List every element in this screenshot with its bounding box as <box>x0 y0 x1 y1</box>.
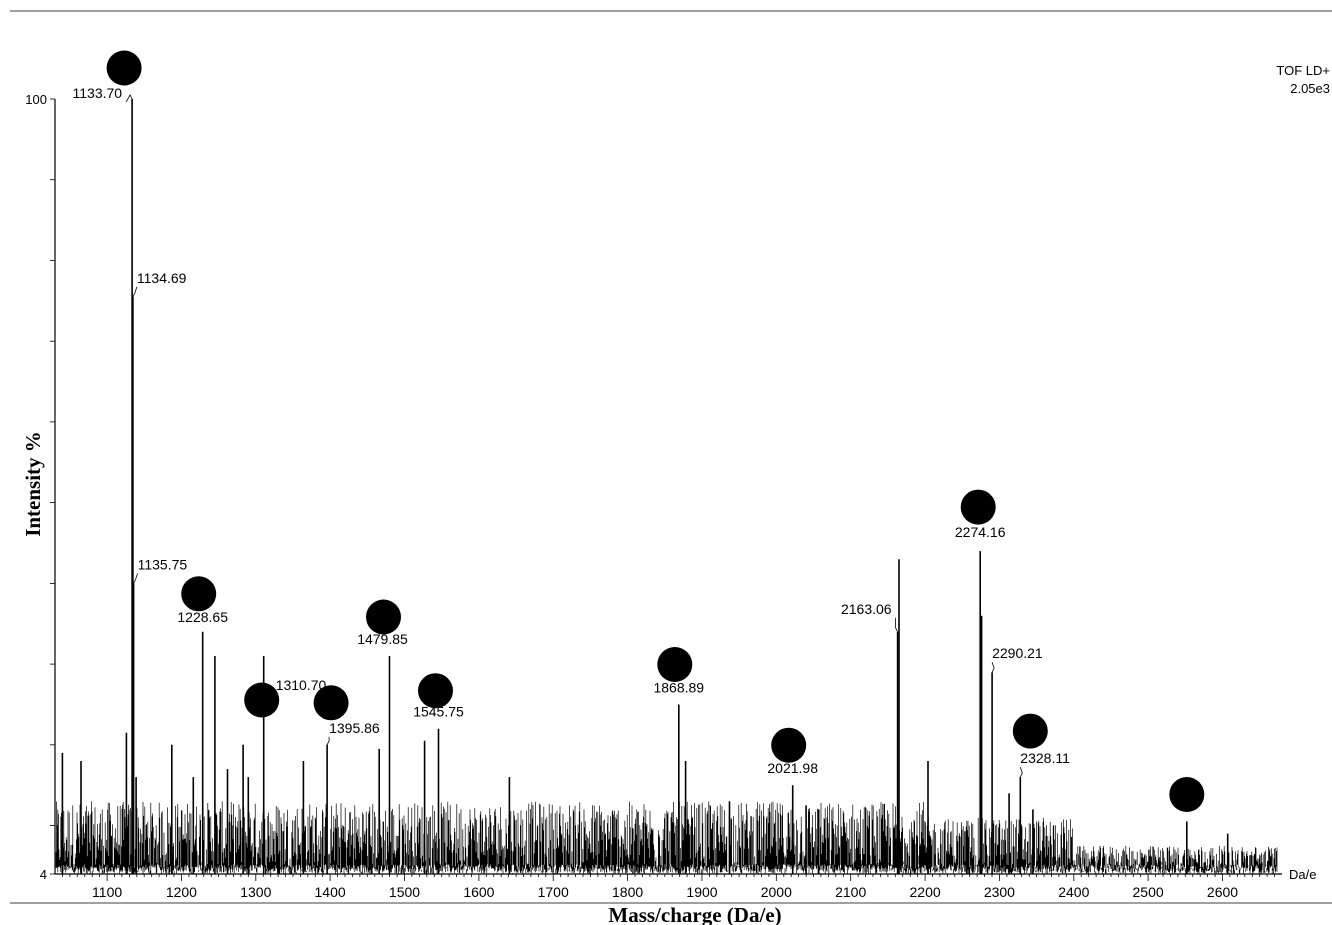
x-unit-label: Da/e <box>1289 867 1316 882</box>
peak-leader-line <box>326 736 330 745</box>
peak-marker-circle <box>771 727 807 763</box>
max-intensity-label: 2.05e3 <box>1290 81 1330 96</box>
peak-marker-circle <box>1012 713 1048 749</box>
x-tick-label: 2200 <box>910 884 941 900</box>
peak-labels: 1133.70 1134.69 1135.75 1228.65 1310.70 1395.… <box>73 85 1070 778</box>
peak-marker-circle <box>1169 777 1205 812</box>
x-tick-label: 1700 <box>538 884 569 900</box>
x-tick-label: 1600 <box>463 884 494 900</box>
x-tick-label: 2500 <box>1133 884 1164 900</box>
instrument-label: TOF LD+ <box>1276 63 1330 78</box>
peak-label: 1228.65 <box>177 609 228 625</box>
peak-label: 1310.70 <box>276 677 327 693</box>
peak-marker-circle <box>181 576 217 612</box>
peak-marker-circle <box>657 647 693 682</box>
peak-leader-line <box>895 617 898 632</box>
peak-label: 1868.89 <box>653 680 704 696</box>
peak-lines <box>61 99 1229 874</box>
x-tick-label: 1500 <box>389 884 420 900</box>
peak-marker-circle <box>106 50 142 86</box>
peak-label: 1133.70 <box>73 85 123 101</box>
x-tick-label: 2400 <box>1058 884 1089 900</box>
y-tick-label-bottom: 4 <box>40 867 47 882</box>
peak-label: 1395.86 <box>329 720 380 736</box>
peak-leader-line <box>1019 766 1023 778</box>
peak-marker-circle <box>418 673 453 709</box>
peak-label: 1135.75 <box>138 556 188 572</box>
y-tick-label-top: 100 <box>25 92 47 107</box>
peak-label: 2328.11 <box>1020 750 1070 766</box>
peak-markers <box>106 50 1205 812</box>
peak-label: 1479.85 <box>357 631 408 647</box>
x-tick-label: 2300 <box>984 884 1015 900</box>
x-tick-label: 1300 <box>240 884 271 900</box>
peak-label: 1545.75 <box>413 704 464 720</box>
peak-marker-circle <box>366 599 401 635</box>
peak-label: 2274.16 <box>955 524 1006 540</box>
x-ticks: 1100 1200 1300 1400 1500 1600 1700 1800 1900 2000… <box>62 874 1275 900</box>
x-tick-label: 1200 <box>166 884 197 900</box>
peak-leader-line <box>132 286 138 297</box>
peak-leader-line <box>125 94 133 103</box>
x-tick-label: 1400 <box>315 884 346 900</box>
x-tick-label: 2600 <box>1207 884 1238 900</box>
noise-trace <box>55 801 1278 874</box>
axes <box>10 10 1332 904</box>
x-tick-label: 1100 <box>92 884 122 900</box>
x-axis-title: Mass/charge (Da/e) <box>608 903 781 925</box>
peak-label: 1134.69 <box>137 270 187 286</box>
peak-label: 2163.06 <box>841 601 892 617</box>
peak-label: 2021.98 <box>767 760 818 776</box>
peak-leader-line <box>133 573 138 584</box>
x-tick-label: 2100 <box>835 884 866 900</box>
x-tick-label: 2000 <box>761 884 792 900</box>
peak-marker-circle <box>244 682 280 718</box>
peak-marker-circle <box>960 489 996 525</box>
peak-leader-line <box>991 662 995 673</box>
peak-marker-circle <box>313 685 349 721</box>
x-tick-label: 1900 <box>686 884 717 900</box>
baseline-noise <box>55 801 1278 874</box>
peak-label: 2290.21 <box>992 645 1043 661</box>
y-axis-title: Intensity % <box>21 431 45 537</box>
x-tick-label: 1800 <box>612 884 643 900</box>
